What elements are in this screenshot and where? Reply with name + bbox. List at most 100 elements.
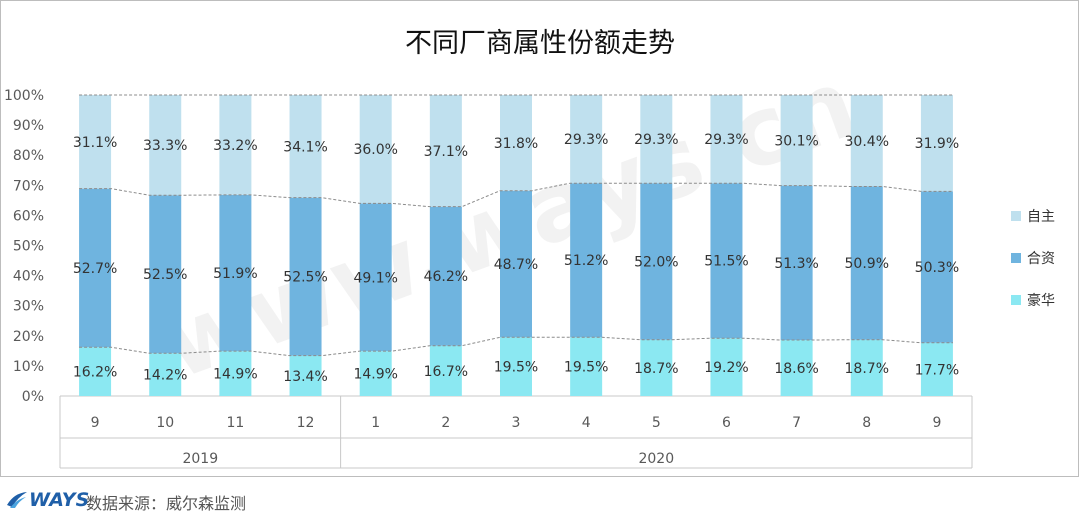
bar-segment-1 — [359, 203, 392, 352]
bar-segment-1 — [219, 194, 252, 352]
data-label: 49.1% — [353, 270, 397, 286]
data-label: 30.1% — [774, 133, 818, 149]
data-label: 19.2% — [704, 360, 748, 376]
bar-segment-0 — [429, 345, 462, 396]
legend-swatch — [1011, 211, 1021, 221]
y-tick-label: 100% — [4, 88, 44, 104]
chart-frame — [0, 0, 1079, 477]
data-label: 52.5% — [283, 270, 327, 286]
footer: WAYS 数据来源：威尔森监测 — [0, 478, 1080, 521]
bar-segment-2 — [289, 95, 322, 198]
y-tick-label: 90% — [13, 118, 44, 134]
bar-segment-0 — [219, 351, 252, 396]
data-labels-layer: 16.2% 14.2% 14.9% 13.4% 14.9% 16.7% 19.5% 19.5%… — [73, 132, 959, 385]
y-tick-label: 40% — [13, 269, 44, 285]
bar-segment-1 — [850, 186, 883, 340]
x-tick-label: 1 — [371, 415, 380, 431]
y-tick-label: 0% — [22, 389, 44, 405]
bars-layer — [79, 94, 953, 396]
bar-segment-0 — [289, 355, 322, 396]
bar-segment-2 — [429, 95, 462, 207]
data-label: 30.4% — [845, 134, 889, 150]
x-tick-label: 10 — [156, 415, 174, 431]
data-label: 34.1% — [283, 139, 327, 155]
data-label: 51.9% — [213, 266, 257, 282]
data-label: 14.9% — [353, 367, 397, 383]
bar-segment-0 — [570, 337, 603, 396]
x-tick-label: 12 — [297, 415, 315, 431]
data-label: 52.5% — [143, 267, 187, 283]
data-label: 37.1% — [424, 144, 468, 160]
bar-segment-2 — [920, 95, 953, 192]
bar-segment-2 — [79, 95, 112, 189]
data-label: 29.3% — [704, 132, 748, 148]
bar-segment-2 — [500, 95, 532, 191]
bar-segment-0 — [710, 338, 743, 396]
data-label: 51.2% — [564, 253, 608, 269]
legend-swatch — [1011, 253, 1021, 263]
bar-segment-0 — [149, 353, 182, 396]
bar-segment-0 — [920, 342, 953, 396]
bar-segment-2 — [570, 95, 603, 184]
data-label: 36.0% — [353, 142, 397, 158]
ways-logo: WAYS — [6, 489, 89, 511]
data-label: 52.7% — [73, 261, 117, 277]
x-tick-label: 5 — [652, 415, 661, 431]
stacked-bar-chart: 不同厂商属性份额走势 www.ways.cn 0%10%20%30%40%50%… — [4, 28, 1055, 469]
bar-segment-1 — [640, 183, 673, 340]
x-tick-label: 7 — [792, 415, 801, 431]
y-tick-label: 70% — [13, 178, 44, 194]
y-tick-label: 10% — [13, 359, 44, 375]
x-tick-label: 8 — [862, 415, 871, 431]
bar-segment-1 — [710, 183, 743, 339]
x-tick-label: 9 — [932, 415, 941, 431]
bar-segment-2 — [710, 95, 743, 184]
bar-segment-1 — [79, 188, 112, 348]
bar-segment-1 — [920, 191, 953, 343]
bar-segment-0 — [500, 337, 532, 396]
data-label: 29.3% — [634, 132, 678, 148]
data-label: 52.0% — [634, 254, 678, 270]
series-connector-line — [79, 336, 953, 357]
bar-segment-1 — [570, 183, 603, 338]
data-label: 18.7% — [845, 361, 889, 377]
x-tick-label: 11 — [226, 415, 244, 431]
y-tick-label: 60% — [13, 208, 44, 224]
data-label: 33.3% — [143, 138, 187, 154]
data-label: 14.9% — [213, 367, 257, 383]
bar-segment-1 — [500, 190, 532, 338]
legend-label: 自主 — [1027, 209, 1055, 225]
year-group-label: 2019 — [182, 451, 218, 467]
data-label: 16.7% — [424, 364, 468, 380]
bar-segment-2 — [359, 95, 392, 204]
bar-segment-2 — [850, 95, 883, 187]
year-group-label: 2020 — [638, 451, 674, 467]
y-tick-label: 80% — [13, 148, 44, 164]
axis-layer: 0%10%20%30%40%50%60%70%80%90%100%9 10 11 12… — [4, 88, 973, 469]
legend-label: 豪华 — [1027, 293, 1055, 309]
bar-segment-1 — [429, 206, 462, 346]
bar-segment-0 — [359, 351, 392, 396]
data-label: 31.8% — [494, 136, 538, 152]
data-label: 31.1% — [73, 135, 117, 151]
bar-segment-2 — [640, 95, 673, 184]
bar-segment-2 — [219, 95, 252, 195]
ways-logo-icon — [7, 492, 27, 508]
bar-segment-0 — [780, 340, 813, 396]
data-label: 17.7% — [915, 362, 959, 378]
bar-segment-0 — [850, 339, 883, 396]
data-label: 48.7% — [494, 257, 538, 273]
y-tick-label: 20% — [13, 329, 44, 345]
bar-segment-2 — [149, 95, 182, 196]
legend-swatch — [1011, 295, 1021, 305]
bar-segment-1 — [149, 195, 182, 354]
ways-logo-text: WAYS — [29, 489, 90, 511]
x-tick-label: 6 — [722, 415, 731, 431]
data-label: 18.6% — [774, 361, 818, 377]
bar-segment-1 — [780, 185, 813, 341]
x-tick-label: 3 — [512, 415, 521, 431]
data-label: 19.5% — [564, 360, 608, 376]
data-label: 16.2% — [73, 365, 117, 381]
data-label: 33.2% — [213, 138, 257, 154]
